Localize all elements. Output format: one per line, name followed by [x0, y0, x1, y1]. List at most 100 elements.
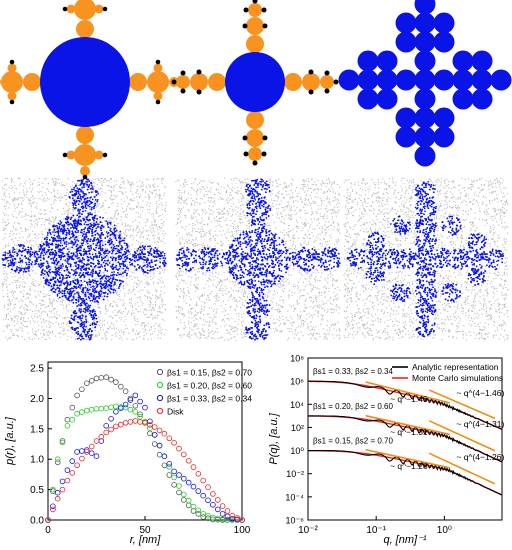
particle-point: [89, 211, 91, 214]
background-point: [11, 234, 13, 236]
background-point: [152, 184, 154, 186]
background-point: [69, 317, 71, 319]
background-point: [21, 323, 23, 325]
particle-point: [74, 230, 77, 233]
blue-disk: [376, 88, 398, 110]
background-point: [18, 277, 20, 279]
background-point: [154, 241, 156, 243]
particle-point: [96, 199, 99, 201]
blue-disk: [357, 50, 379, 72]
background-point: [146, 237, 148, 239]
background-point: [50, 316, 52, 318]
background-point: [45, 178, 47, 180]
background-point: [75, 260, 77, 262]
particle-point: [100, 293, 102, 295]
background-point: [96, 317, 98, 319]
particle-point: [55, 257, 58, 260]
background-point: [150, 308, 152, 310]
background-point: [132, 309, 134, 311]
background-point: [85, 179, 87, 181]
background-point: [35, 297, 37, 299]
particle-point: [85, 318, 87, 321]
background-point: [39, 261, 41, 263]
background-point: [153, 223, 155, 225]
background-point: [103, 178, 106, 180]
background-point: [24, 303, 26, 306]
particle-point: [146, 266, 148, 268]
background-point: [4, 276, 6, 278]
background-point: [6, 224, 8, 226]
background-point: [90, 322, 92, 324]
background-point: [44, 178, 46, 180]
particle-point: [86, 188, 89, 191]
background-point: [98, 228, 100, 230]
background-point: [22, 318, 24, 320]
background-point: [2, 330, 4, 332]
particle-point: [131, 258, 134, 261]
background-point: [128, 310, 130, 312]
background-point: [138, 203, 140, 205]
blue-disk: [414, 126, 436, 148]
background-point: [146, 218, 148, 220]
background-point: [30, 211, 32, 213]
orange-disk: [76, 126, 94, 144]
background-point: [136, 196, 138, 198]
particle-point: [106, 270, 109, 272]
particle-point: [17, 244, 20, 246]
particle-point: [77, 192, 80, 194]
background-point: [79, 291, 81, 293]
background-point: [112, 187, 114, 189]
background-point: [160, 277, 162, 279]
background-point: [160, 230, 162, 232]
background-point: [61, 182, 63, 184]
background-point: [152, 304, 154, 306]
background-point: [33, 234, 35, 236]
background-point: [113, 300, 115, 302]
background-point: [94, 182, 96, 184]
background-point: [65, 317, 67, 319]
particle-point: [78, 257, 80, 259]
background-point: [125, 231, 127, 233]
background-point: [19, 232, 21, 234]
background-point: [67, 177, 69, 180]
background-point: [2, 180, 4, 182]
background-point: [78, 234, 80, 236]
particle-point: [89, 304, 92, 307]
background-point: [22, 324, 24, 327]
particle-point: [62, 226, 65, 229]
background-point: [36, 255, 39, 257]
background-point: [108, 295, 110, 298]
background-point: [31, 331, 33, 333]
particle-point: [10, 256, 12, 259]
background-point: [83, 295, 85, 297]
background-point: [32, 279, 34, 281]
blue-disk: [395, 31, 417, 53]
background-point: [134, 248, 136, 250]
background-point: [131, 182, 133, 184]
background-point: [121, 270, 123, 272]
particle-point: [124, 255, 127, 258]
background-point: [69, 212, 72, 214]
background-point: [96, 245, 98, 247]
background-point: [46, 334, 48, 336]
background-point: [138, 280, 140, 282]
background-point: [14, 316, 16, 318]
background-point: [144, 196, 146, 198]
particle-point: [59, 244, 62, 247]
background-point: [126, 263, 128, 266]
orange-disk: [1, 71, 23, 93]
background-point: [131, 200, 133, 202]
particle-point: [78, 210, 81, 212]
background-point: [84, 338, 86, 341]
background-point: [163, 192, 165, 194]
background-point: [23, 338, 26, 340]
background-point: [139, 194, 142, 196]
background-point: [109, 260, 111, 262]
background-point: [121, 181, 123, 183]
background-point: [151, 307, 153, 309]
background-point: [46, 331, 48, 334]
particle-point: [99, 289, 102, 292]
particle-point: [22, 271, 25, 273]
background-point: [29, 320, 31, 322]
background-point: [40, 312, 43, 314]
